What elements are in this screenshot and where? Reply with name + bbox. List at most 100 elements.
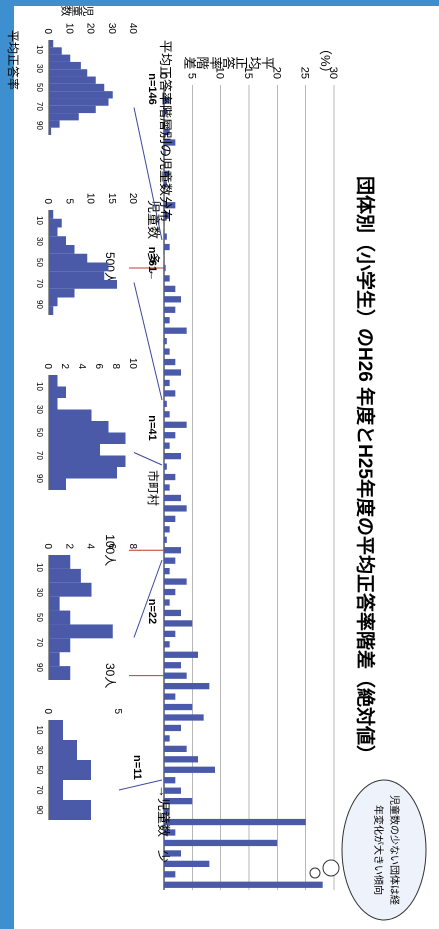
bar <box>164 411 170 417</box>
hist-x-tick: 10 <box>35 726 44 735</box>
callout-bubble <box>323 860 339 876</box>
hist-bar <box>49 638 70 652</box>
bar <box>164 453 181 459</box>
hist-y-tick: 5 <box>63 198 74 204</box>
bar <box>164 589 175 595</box>
bar <box>164 537 167 543</box>
hist-bar <box>49 128 51 135</box>
bar <box>164 359 175 365</box>
hist-bar <box>49 410 92 422</box>
hist-bar <box>49 55 70 62</box>
hist-bar <box>49 398 58 410</box>
hist-bar <box>49 569 81 583</box>
bar <box>164 495 181 501</box>
histogram-y-label: 児童数 <box>60 4 94 17</box>
hist-bar <box>49 306 53 315</box>
bar <box>164 474 175 480</box>
bar <box>164 714 204 720</box>
bar <box>164 233 167 239</box>
hist-series-label: n=22 <box>146 599 158 624</box>
y-tick-label: 30 <box>327 67 339 79</box>
bar <box>164 443 170 449</box>
hist-bar <box>49 611 70 625</box>
hist-bar <box>49 387 66 399</box>
hist-y-tick: 20 <box>127 193 138 205</box>
hist-bar <box>49 289 75 298</box>
hist-bar <box>49 760 91 780</box>
hist-bar <box>49 666 70 680</box>
hist-bar <box>49 84 104 91</box>
hist-x-tick: 50 <box>35 613 44 622</box>
annotation-few: →児童数 少 <box>156 785 171 863</box>
hist-x-tick: 70 <box>35 279 44 288</box>
bar <box>164 819 306 825</box>
bar <box>164 725 181 731</box>
hist-x-tick: 90 <box>35 300 44 309</box>
hist-y-tick: 15 <box>106 193 117 205</box>
hist-bar <box>49 479 66 491</box>
callout-cloud <box>342 780 426 920</box>
bar <box>164 882 323 888</box>
bar <box>164 432 175 438</box>
bar <box>164 746 187 752</box>
hist-x-tick: 50 <box>35 428 44 437</box>
bar <box>164 683 209 689</box>
hist-x-tick: 90 <box>35 663 44 672</box>
hist-x-tick: 50 <box>35 766 44 775</box>
hist-x-tick: 90 <box>35 474 44 483</box>
bar <box>164 631 175 637</box>
bar <box>164 369 181 375</box>
hist-bar <box>49 47 62 54</box>
hist-bar <box>49 236 66 245</box>
hist-x-tick: 30 <box>35 64 44 73</box>
hist-y-tick: 2 <box>59 363 70 369</box>
hist-x-tick: 30 <box>35 746 44 755</box>
hist-bar <box>49 444 100 456</box>
bar <box>164 578 187 584</box>
hist-y-tick: 2 <box>63 543 74 549</box>
hist-bar <box>49 720 63 740</box>
city-label: 市町村 <box>146 470 161 506</box>
bar <box>164 620 192 626</box>
hist-series-label: n=41 <box>146 415 158 440</box>
hist-bar <box>49 254 87 263</box>
histogram-x-label: 平均正答率 <box>6 30 21 90</box>
bar <box>164 286 175 292</box>
hist-x-tick: 10 <box>35 563 44 572</box>
y-tick-label: 10 <box>214 67 226 79</box>
hist-y-tick: 0 <box>42 198 53 204</box>
hist-bar <box>49 467 117 479</box>
hist-bar <box>49 228 58 237</box>
hist-bar <box>49 652 60 666</box>
hist-bar <box>49 298 58 307</box>
hist-bar <box>49 280 117 289</box>
bar <box>164 652 198 658</box>
bar <box>164 767 215 773</box>
hist-x-tick: 90 <box>35 121 44 130</box>
hist-x-tick: 30 <box>35 405 44 414</box>
hist-x-tick: 10 <box>35 45 44 54</box>
bar <box>164 693 175 699</box>
bar <box>164 380 170 386</box>
bar <box>164 484 170 490</box>
hist-bar <box>49 77 96 84</box>
hist-bar <box>49 120 60 127</box>
histogram-title: 平均正答率階層別の児童数分布 <box>158 40 173 222</box>
hist-x-tick: 50 <box>35 258 44 267</box>
hist-bar <box>49 40 53 47</box>
bar <box>164 338 167 344</box>
hist-y-tick: 6 <box>93 363 104 369</box>
bar <box>164 547 181 553</box>
hist-bar <box>49 69 87 76</box>
hist-y-tick: 10 <box>127 358 138 370</box>
hist-bar <box>49 433 126 445</box>
hist-x-tick: 10 <box>35 216 44 225</box>
bar <box>164 275 170 281</box>
bar <box>164 401 167 407</box>
hist-x-tick: 70 <box>35 638 44 647</box>
bar <box>164 704 192 710</box>
bar <box>164 390 175 396</box>
bar <box>164 871 175 877</box>
bar <box>164 244 170 250</box>
bar <box>164 610 181 616</box>
